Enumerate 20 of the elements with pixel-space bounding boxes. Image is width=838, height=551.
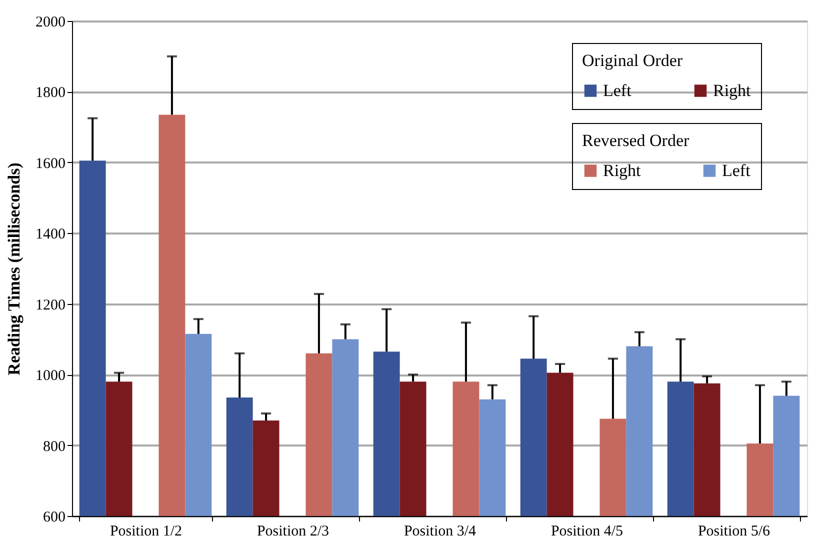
y-tick-label: 1200 — [36, 297, 66, 314]
legend-label: Left — [722, 160, 751, 180]
legend-label: Right — [713, 80, 752, 100]
y-tick-label: 1400 — [36, 226, 66, 243]
y-tick-label: 1800 — [36, 85, 66, 102]
x-tick-label: Position 2/3 — [256, 524, 330, 540]
x-tick-label: Position 4/5 — [550, 524, 624, 540]
y-tick-label: 2000 — [36, 14, 66, 30]
x-tick-label: Position 1/2 — [110, 524, 182, 540]
legend-label: Left — [603, 80, 632, 100]
y-axis-title: Reading Times (milliseconds) — [4, 162, 24, 376]
y-tick-label: 600 — [43, 510, 66, 526]
y-tick-label: 1600 — [36, 156, 66, 172]
x-tick-label: Position 3/4 — [404, 524, 477, 540]
y-tick-label: 1000 — [36, 368, 66, 384]
x-tick-label: Position 5/6 — [698, 524, 771, 540]
y-tick-label: 800 — [43, 438, 66, 455]
annotation: Original Order — [582, 51, 683, 70]
legend-label: Right — [603, 160, 642, 180]
annotation: Reversed Order — [582, 131, 690, 150]
